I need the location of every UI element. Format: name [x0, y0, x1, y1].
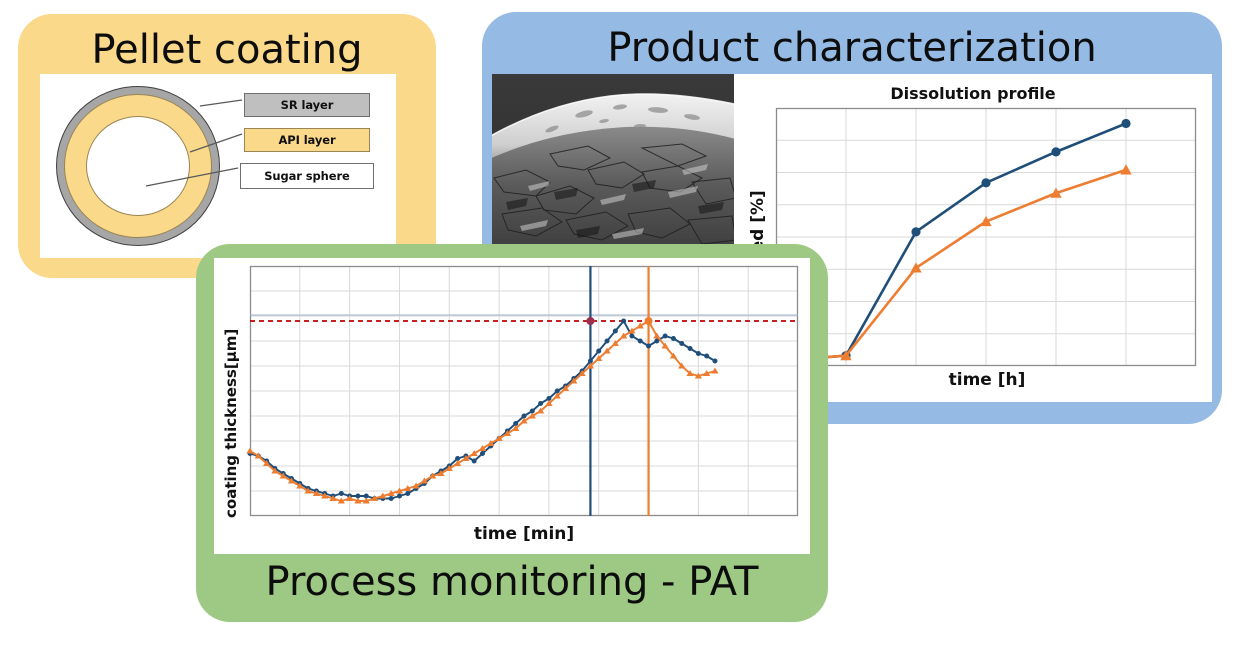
- dissolution-chart-title: Dissolution profile: [890, 84, 1056, 103]
- legend-sugar-sphere: Sugar sphere: [240, 163, 374, 189]
- legend-api-layer-label: API layer: [278, 133, 336, 147]
- sem-cross-section-micrograph: [492, 74, 734, 252]
- pat-plot-area: [246, 265, 799, 517]
- pat-y-axis-label: coating thickness[µm]: [222, 328, 240, 518]
- process-panel-body: coating thickness[µm] time [min]: [214, 258, 810, 554]
- pat-plot-svg: [246, 265, 799, 517]
- coated-pellet-diagram: [50, 82, 230, 250]
- legend-sr-layer: SR layer: [244, 93, 370, 117]
- panel-pellet-coating: Pellet coating SR layer API layer Sugar …: [18, 14, 436, 278]
- product-panel-title: Product characterization: [607, 25, 1097, 71]
- product-panel-body: Dissolution profile drug released [%] ti…: [492, 74, 1212, 402]
- panel-process-monitoring: coating thickness[µm] time [min] Process…: [196, 244, 828, 622]
- dissolution-profile-chart: Dissolution profile drug released [%] ti…: [742, 82, 1204, 394]
- panel-product-characterization: Product characterization: [482, 12, 1222, 424]
- coating-thickness-chart: coating thickness[µm] time [min]: [214, 258, 810, 554]
- dissolution-plot-area: [770, 107, 1197, 367]
- pat-x-axis-label: time [min]: [473, 524, 575, 544]
- pellet-panel-title: Pellet coating: [91, 27, 363, 73]
- legend-sr-layer-label: SR layer: [280, 98, 334, 112]
- pellet-panel-body: SR layer API layer Sugar sphere: [40, 74, 396, 258]
- dissolution-x-axis-label: time [h]: [948, 370, 1026, 390]
- legend-sugar-sphere-label: Sugar sphere: [264, 169, 350, 183]
- sugar-sphere-core: [86, 116, 190, 216]
- process-panel-title: Process monitoring - PAT: [265, 559, 759, 605]
- legend-api-layer: API layer: [244, 128, 370, 152]
- dissolution-plot-svg: [770, 107, 1197, 367]
